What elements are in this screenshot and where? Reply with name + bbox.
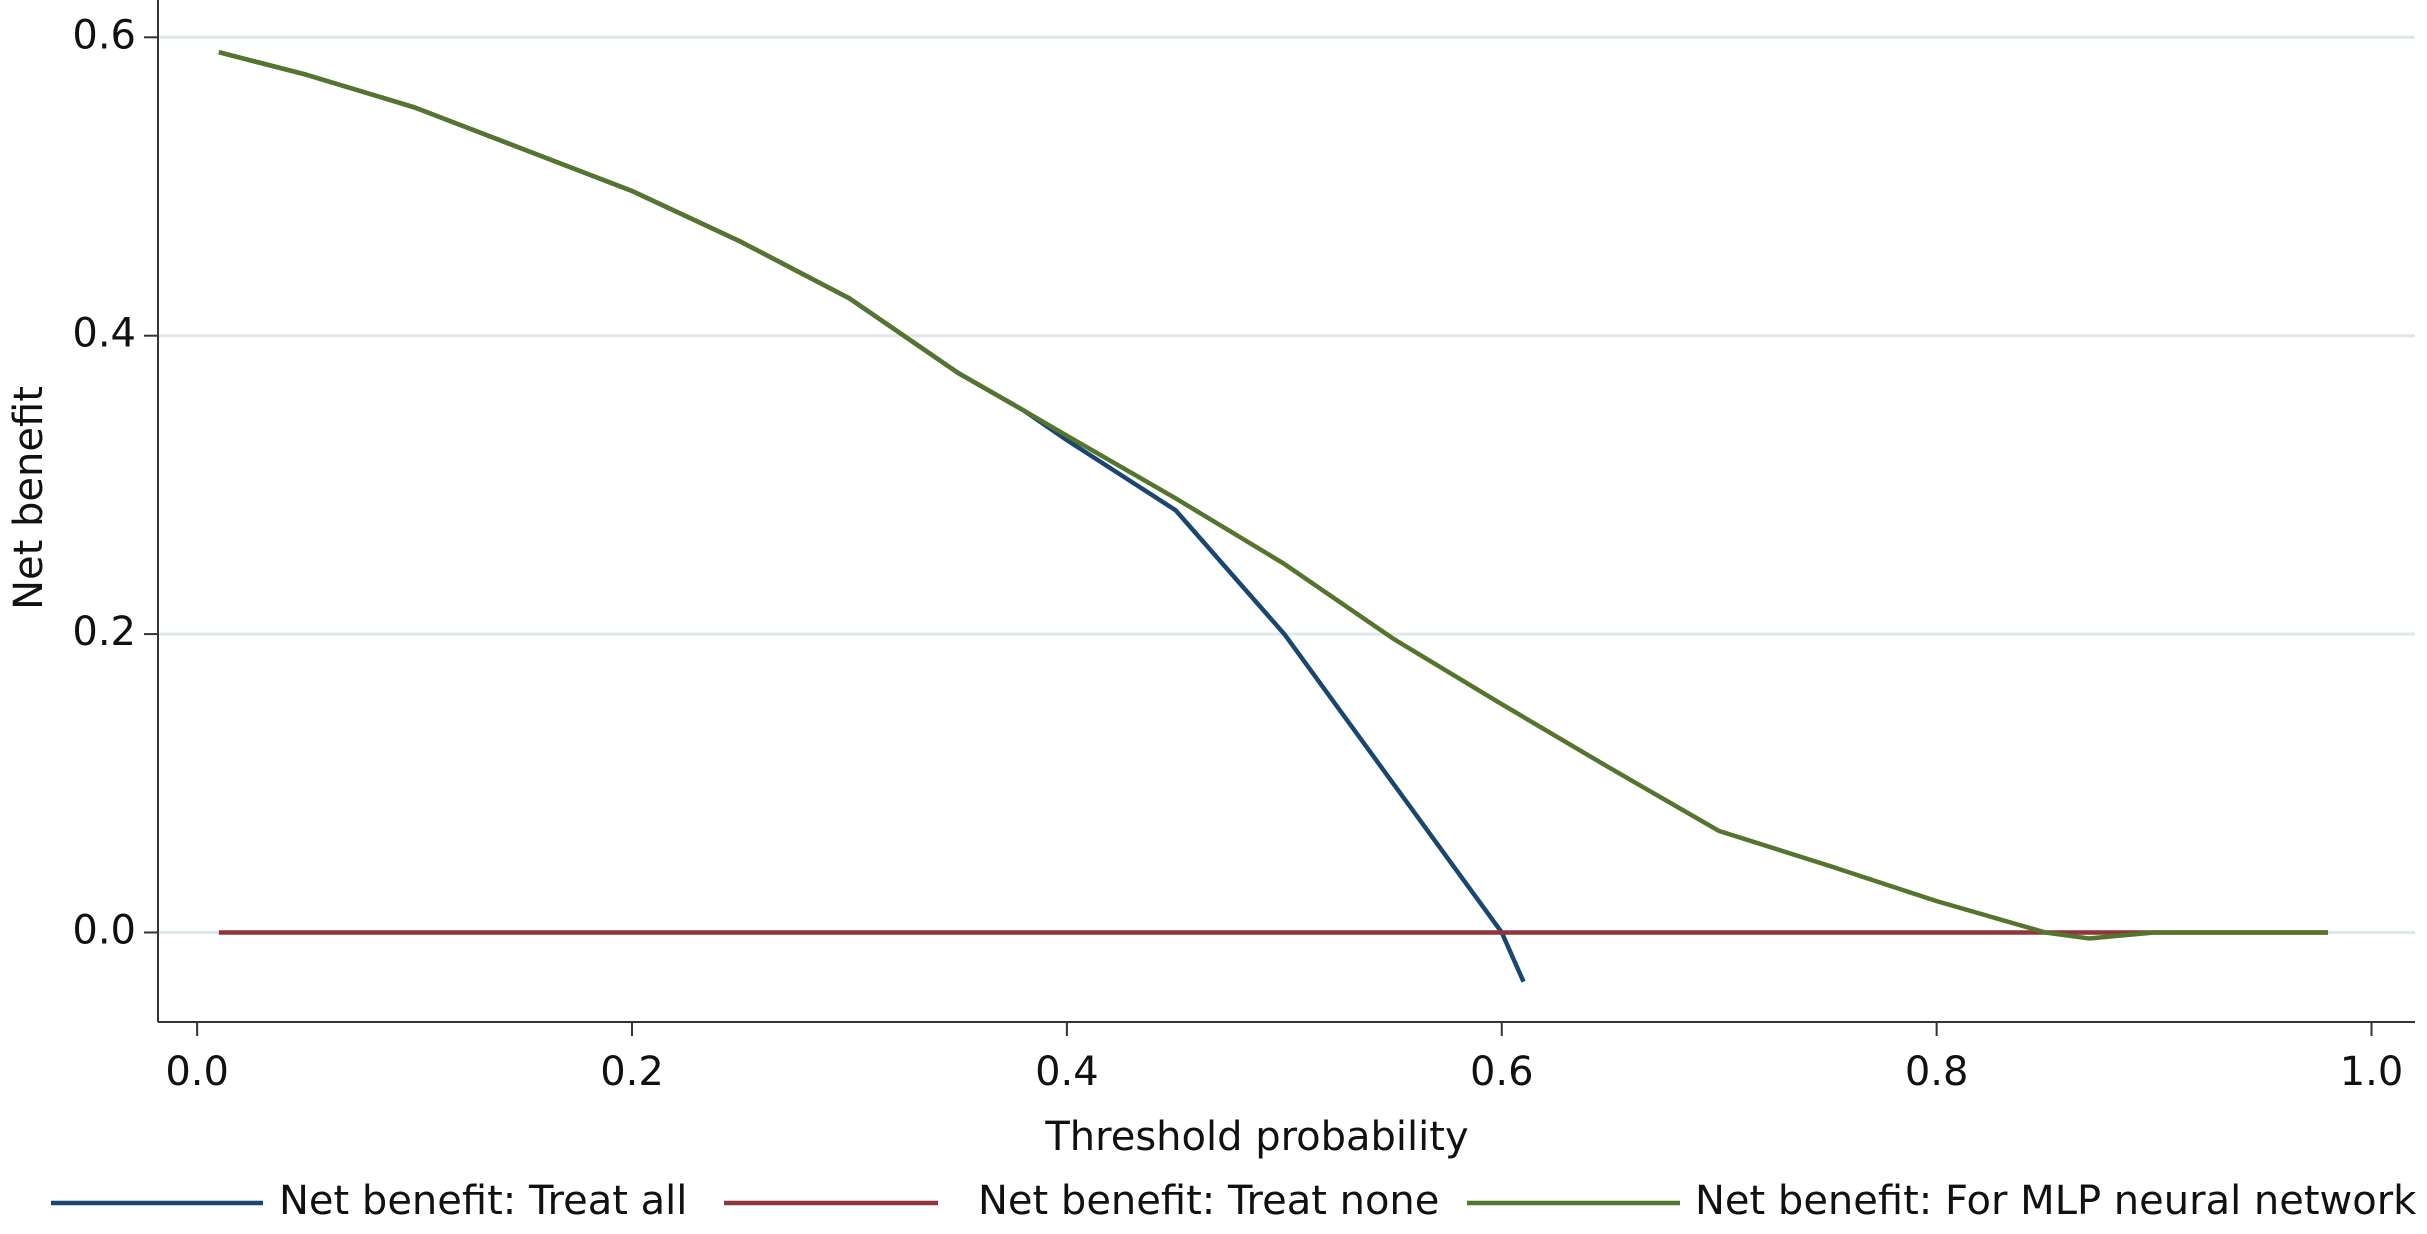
x-tick-label: 0.6 [1470,1049,1534,1095]
y-axis-label: Net benefit [6,386,52,610]
series-line [218,50,1526,983]
x-tick-label: 1.0 [2340,1049,2404,1095]
x-tick-label: 0.8 [1905,1049,1969,1095]
x-tick-label: 0.2 [600,1049,664,1095]
x-tick-label: 0.4 [1035,1049,1099,1095]
legend-label: Net benefit: Treat all [279,1178,687,1224]
y-tick-label: 0.2 [72,609,136,655]
series-line [218,50,2329,941]
legend-label: Net benefit: For MLP neural network [1695,1178,2417,1224]
legend-label: Net benefit: Treat none [978,1178,1439,1224]
y-tick-label: 0.0 [72,907,136,953]
x-axis-label: Threshold probability [1044,1114,1468,1160]
y-tick-label: 0.4 [72,311,136,357]
x-tick-label: 0.0 [165,1049,229,1095]
y-tick-label: 0.6 [72,12,136,58]
